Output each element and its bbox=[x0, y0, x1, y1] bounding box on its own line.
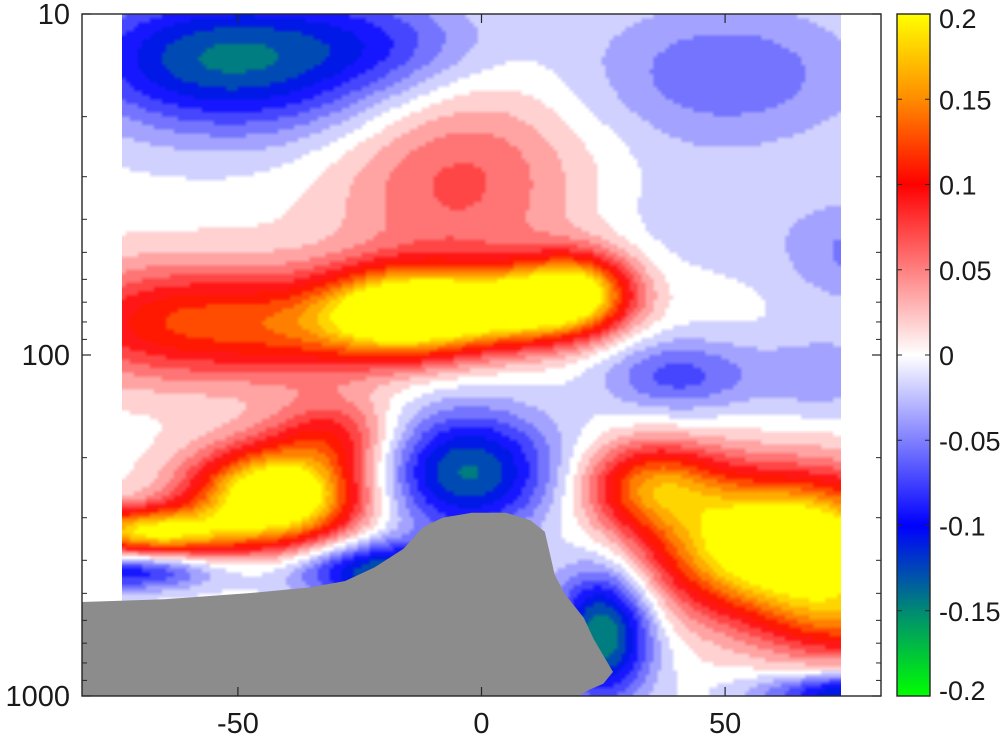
y-tick-label: 10 bbox=[38, 0, 70, 31]
y-tick-label: 100 bbox=[22, 340, 70, 372]
colorbar-tick-label: 0.05 bbox=[939, 256, 992, 286]
y-axis: 10 100 1000 bbox=[5, 0, 881, 713]
x-tick-label: 0 bbox=[473, 708, 489, 740]
colorbar-tick-label: 0 bbox=[939, 341, 954, 371]
colorbar-tick-label: -0.2 bbox=[939, 676, 986, 706]
colorbar-tick-label: -0.05 bbox=[939, 426, 1001, 456]
colorbar-tick-label: 0.2 bbox=[939, 4, 977, 34]
x-tick-label: -50 bbox=[217, 708, 259, 740]
colorbar-fill bbox=[897, 14, 930, 696]
colorbar-tick-label: -0.1 bbox=[939, 512, 986, 542]
plot-area bbox=[81, 13, 882, 697]
y-tick-label: 1000 bbox=[5, 681, 70, 713]
colorbar-ticks: 0.2 0.15 0.1 0.05 0 -0.05 -0.1 -0.15 -0.2 bbox=[897, 4, 1001, 706]
colorbar-tick-label: 0.1 bbox=[939, 171, 977, 201]
missing-data-region bbox=[82, 512, 613, 696]
x-axis: -50 0 50 bbox=[217, 14, 741, 740]
colorbar: 0.2 0.15 0.1 0.05 0 -0.05 -0.1 -0.15 -0.2 bbox=[896, 4, 1001, 706]
colorbar-tick-label: 0.15 bbox=[939, 85, 992, 115]
colorbar-tick-label: -0.15 bbox=[939, 597, 1001, 627]
x-tick-label: 50 bbox=[709, 708, 741, 740]
